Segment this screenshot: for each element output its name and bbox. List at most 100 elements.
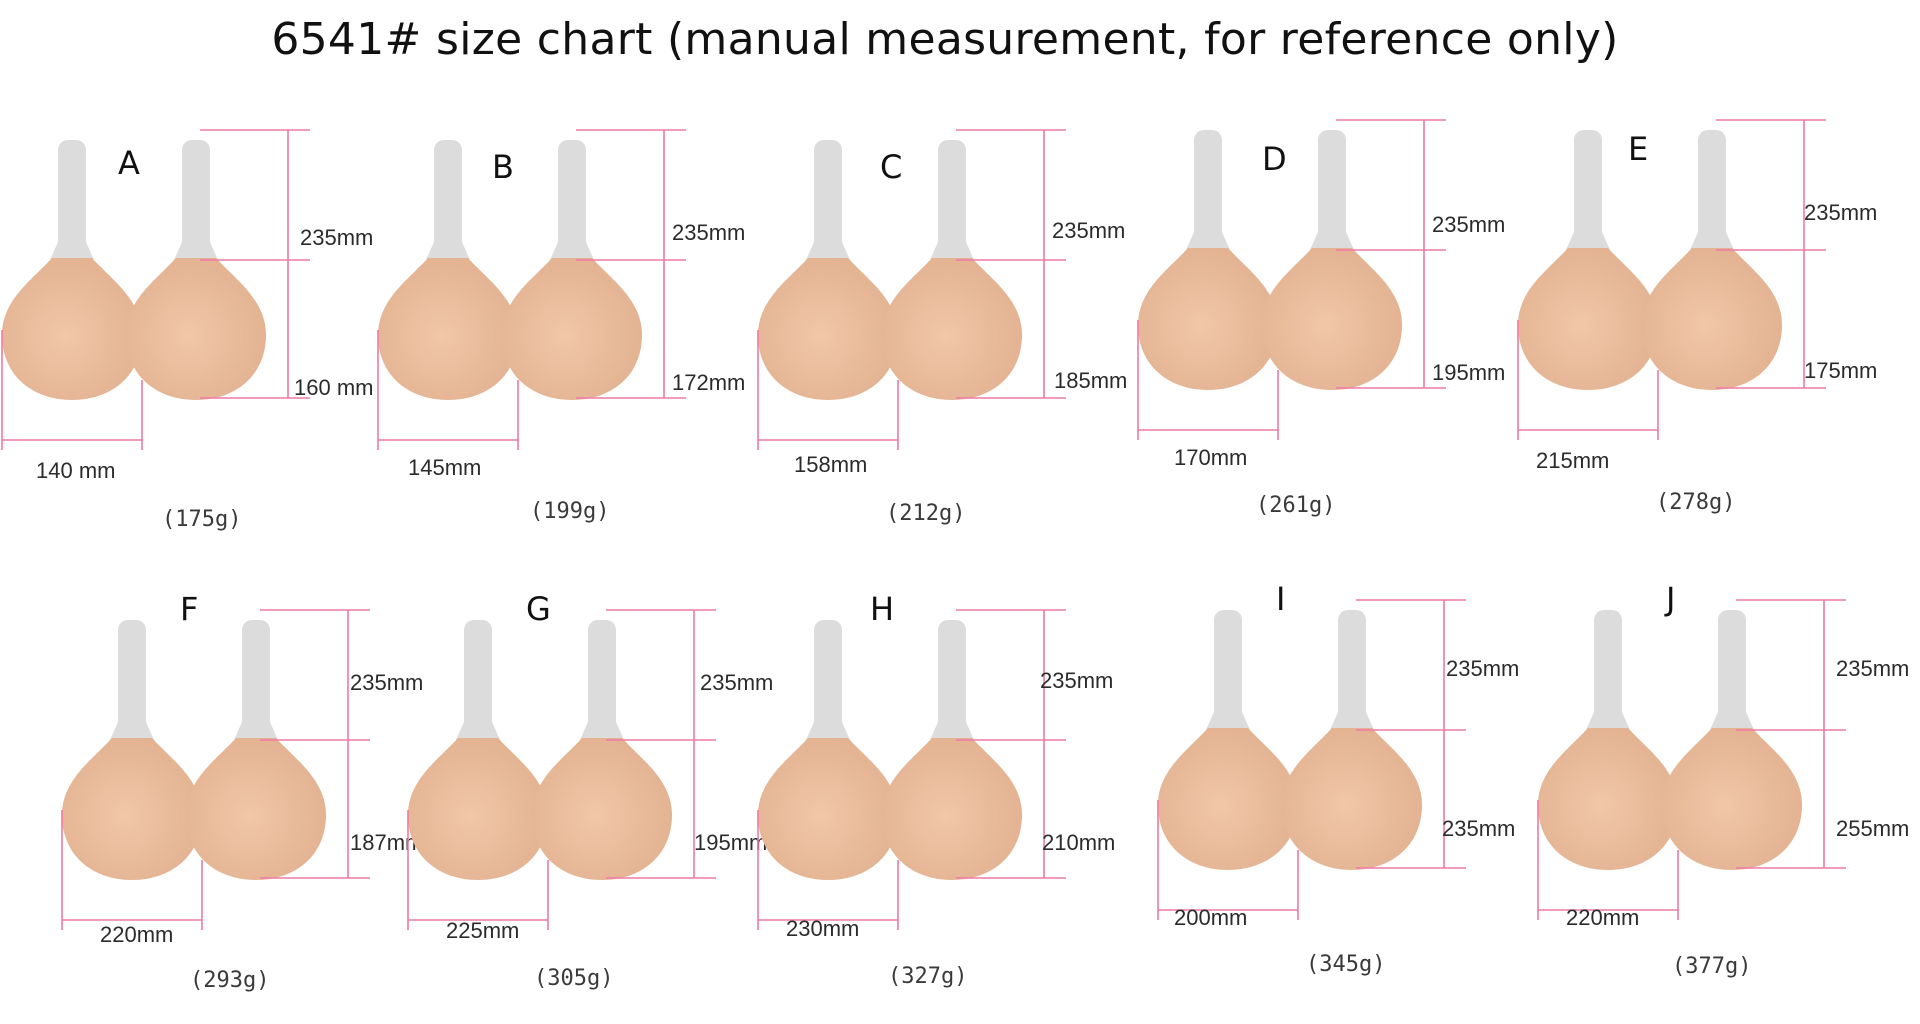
strap-length-label: 235mm (1432, 212, 1506, 237)
silicone-cup-shape (882, 258, 1022, 400)
strap-shape (58, 140, 86, 252)
weight-label: (327g) (888, 964, 968, 989)
cup-height-label: 185mm (1054, 368, 1128, 393)
product-illustration (1157, 599, 1466, 920)
strap-shape (1318, 130, 1346, 242)
silicone-cup-shape (1138, 248, 1278, 390)
cup-width-label: 215mm (1536, 448, 1610, 473)
weight-label: (293g) (190, 968, 270, 993)
strap-shape (1194, 130, 1222, 242)
strap-base-shape (1206, 712, 1250, 730)
product-illustration (757, 609, 1066, 930)
product-illustration (377, 129, 686, 450)
strap-base-shape (580, 722, 624, 740)
strap-base-shape (426, 242, 470, 260)
strap-length-label: 235mm (1052, 218, 1126, 243)
product-illustration (1137, 119, 1446, 440)
silicone-cup-shape (1538, 728, 1678, 870)
product-illustration (407, 609, 716, 930)
cup-width-label: 220mm (100, 922, 174, 947)
strap-shape (558, 140, 586, 252)
size-card-e: E 235mm 175mm 215mm (278g) (1516, 100, 1900, 520)
cup-width-label: 225mm (446, 918, 520, 943)
weight-label: (278g) (1656, 490, 1736, 515)
strap-length-label: 235mm (1040, 668, 1114, 693)
strap-shape (1338, 610, 1366, 722)
product-illustration (1, 129, 310, 450)
strap-length-label: 235mm (1446, 656, 1520, 681)
cup-height-label: 175mm (1804, 358, 1878, 383)
cup-width-label: 170mm (1174, 445, 1248, 470)
strap-base-shape (550, 242, 594, 260)
size-card-f: F 235mm 187mm 220mm (293g) (60, 590, 444, 1010)
strap-shape (938, 620, 966, 732)
strap-base-shape (174, 242, 218, 260)
size-letter: B (492, 148, 514, 186)
cup-width-label: 220mm (1566, 905, 1640, 930)
strap-base-shape (930, 242, 974, 260)
cup-height-label: 210mm (1042, 830, 1116, 855)
strap-shape (242, 620, 270, 732)
strap-shape (588, 620, 616, 732)
silicone-cup-shape (1662, 728, 1802, 870)
silicone-cup-shape (532, 738, 672, 880)
strap-shape (434, 140, 462, 252)
strap-shape (1698, 130, 1726, 242)
silicone-cup-shape (882, 738, 1022, 880)
silicone-cup-shape (1158, 728, 1298, 870)
size-letter: E (1628, 130, 1649, 168)
cup-height-label: 235mm (1442, 816, 1516, 841)
cup-width-label: 200mm (1174, 905, 1248, 930)
size-card-j: J 235mm 255mm 220mm (377g) (1536, 580, 1920, 1000)
weight-label: (377g) (1672, 954, 1752, 979)
strap-shape (938, 140, 966, 252)
size-letter: D (1262, 140, 1287, 178)
strap-base-shape (806, 722, 850, 740)
size-card-i: I 235mm 235mm 200mm (345g) (1156, 580, 1540, 1000)
strap-shape (1594, 610, 1622, 722)
silicone-cup-shape (1642, 248, 1782, 390)
strap-base-shape (1186, 232, 1230, 250)
strap-shape (1718, 610, 1746, 722)
size-letter: C (880, 148, 903, 186)
strap-base-shape (456, 722, 500, 740)
size-letter: H (870, 590, 895, 628)
product-illustration (1517, 119, 1826, 440)
strap-shape (814, 620, 842, 732)
silicone-cup-shape (1282, 728, 1422, 870)
size-card-g: G 235mm 195mm 225mm (305g) (406, 590, 790, 1010)
silicone-cup-shape (1518, 248, 1658, 390)
page-title: 6541# size chart (manual measurement, fo… (271, 14, 1619, 65)
cup-width-label: 145mm (408, 455, 482, 480)
cup-height-label: 160 mm (294, 375, 374, 400)
strap-base-shape (50, 242, 94, 260)
cup-height-label: 255mm (1836, 816, 1910, 841)
strap-shape (118, 620, 146, 732)
silicone-cup-shape (126, 258, 266, 400)
silicone-cup-shape (2, 258, 142, 400)
strap-length-label: 235mm (672, 220, 746, 245)
strap-length-label: 235mm (700, 670, 774, 695)
silicone-cup-shape (378, 258, 518, 400)
strap-shape (182, 140, 210, 252)
strap-shape (814, 140, 842, 252)
silicone-cup-shape (62, 738, 202, 880)
size-letter: J (1666, 580, 1676, 618)
product-illustration (1537, 599, 1846, 920)
strap-length-label: 235mm (300, 225, 374, 250)
strap-shape (1574, 130, 1602, 242)
silicone-cup-shape (408, 738, 548, 880)
strap-length-label: 235mm (350, 670, 424, 695)
strap-base-shape (1566, 232, 1610, 250)
product-illustration (61, 609, 370, 930)
size-card-d: D 235mm 195mm 170mm (261g) (1136, 100, 1520, 520)
weight-label: (345g) (1306, 952, 1386, 977)
strap-base-shape (1310, 232, 1354, 250)
cup-height-label: 195mm (694, 830, 768, 855)
size-card-a: A 235mm 160 mm 140 mm (175g) (0, 110, 384, 532)
size-letter: F (180, 590, 199, 628)
size-letter: A (118, 144, 140, 182)
size-card-b: B 235mm 172mm 145mm (199g) (376, 110, 760, 530)
silicone-cup-shape (186, 738, 326, 880)
